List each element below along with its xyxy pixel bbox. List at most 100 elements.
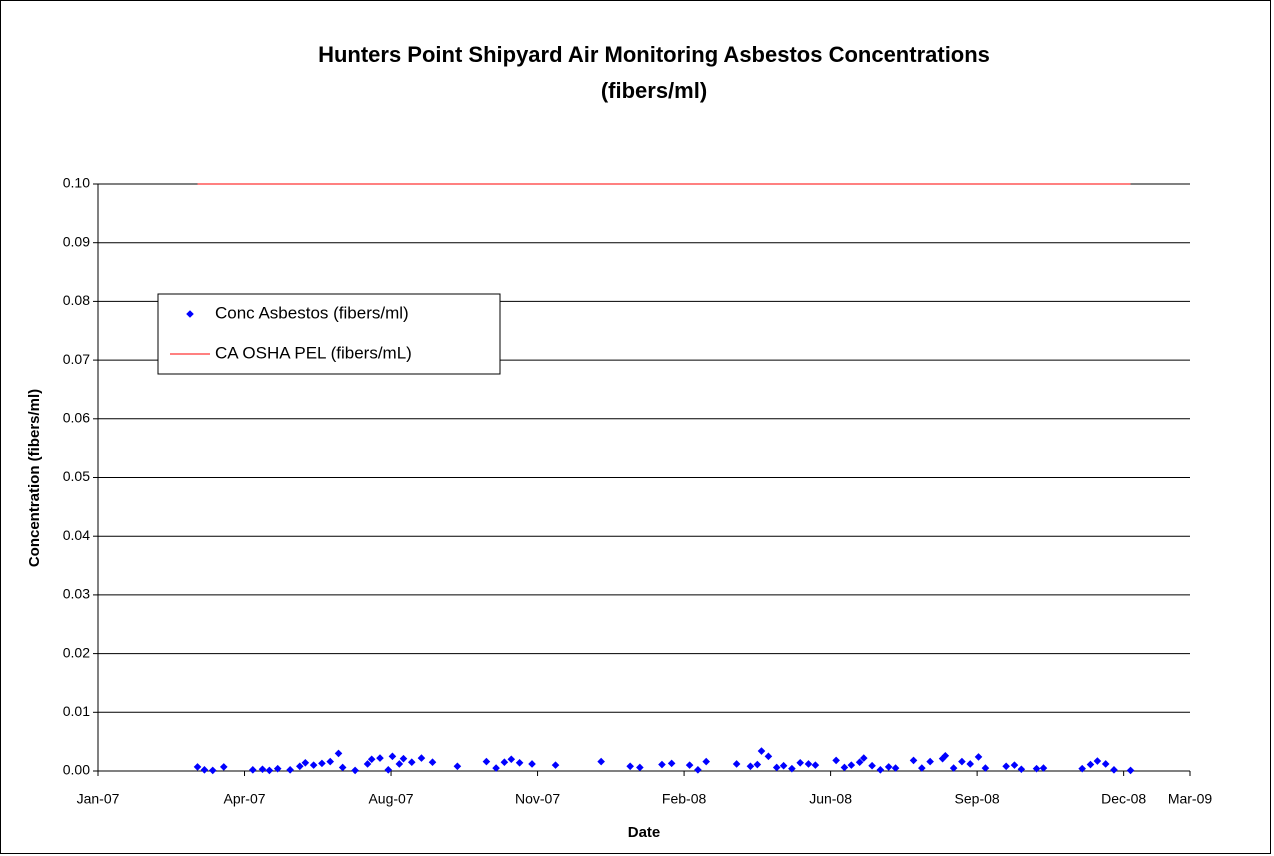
chart-title: Hunters Point Shipyard Air Monitoring As… [318, 42, 990, 67]
data-point [702, 757, 711, 766]
data-point [840, 763, 849, 772]
legend-marker [186, 310, 194, 318]
data-point [388, 752, 397, 761]
data-point [597, 757, 605, 766]
data-point [1086, 760, 1095, 769]
data-point [1126, 766, 1135, 775]
data-point [384, 766, 393, 774]
data-point [258, 765, 267, 774]
data-point [685, 761, 694, 769]
data-point [981, 764, 990, 772]
data-point [855, 758, 864, 766]
data-point [764, 752, 773, 761]
data-point [804, 760, 813, 768]
data-point [891, 764, 900, 772]
data-point [296, 762, 304, 771]
data-point [1002, 762, 1010, 771]
data-point [249, 766, 257, 774]
data-point [811, 761, 820, 769]
y-axis-title: Concentration (fibers/ml) [26, 389, 43, 567]
data-point [779, 761, 788, 770]
data-point [351, 766, 359, 775]
data-point [338, 763, 347, 772]
data-point [417, 754, 426, 762]
data-point [832, 756, 840, 765]
y-tick-label: 0.07 [63, 351, 90, 367]
data-point [941, 751, 950, 760]
data-point [757, 747, 766, 755]
data-point [884, 763, 893, 771]
data-point [909, 756, 918, 765]
data-point [918, 764, 926, 772]
data-point [847, 761, 856, 769]
data-point [265, 766, 274, 775]
data-point [500, 758, 509, 766]
data-point [399, 754, 408, 763]
data-point [492, 764, 500, 772]
data-point [528, 760, 536, 768]
data-point [482, 757, 491, 766]
data-point [949, 764, 958, 772]
data-point [926, 757, 934, 766]
data-point [363, 760, 372, 768]
data-point [428, 758, 437, 766]
y-tick-label: 0.01 [63, 703, 90, 719]
data-point [507, 755, 516, 764]
y-tick-label: 0.08 [63, 292, 90, 308]
data-point [286, 766, 294, 774]
data-point [732, 760, 741, 768]
data-point [788, 764, 796, 773]
x-tick-label: Jan-07 [77, 791, 120, 807]
data-point [1093, 757, 1102, 765]
data-point [1039, 764, 1048, 772]
chart-title: (fibers/ml) [601, 78, 707, 103]
data-point [200, 766, 209, 774]
y-tick-label: 0.06 [63, 410, 90, 426]
data-point [407, 758, 416, 766]
legend-label: Conc Asbestos (fibers/ml) [215, 303, 409, 322]
data-point [1032, 764, 1041, 773]
data-point [453, 762, 462, 771]
x-tick-label: Sep-08 [955, 791, 1000, 807]
data-point [876, 766, 885, 774]
data-point [376, 754, 384, 762]
data-point [958, 757, 966, 766]
x-axis-title: Date [628, 824, 661, 841]
data-point [273, 764, 282, 773]
data-point [395, 760, 404, 768]
data-point [694, 766, 702, 774]
data-point [626, 762, 634, 771]
data-point [636, 763, 644, 772]
legend-box [157, 293, 501, 375]
data-point [301, 758, 310, 767]
data-point [1010, 761, 1019, 769]
data-point [1017, 765, 1026, 774]
y-tick-label: 0.02 [63, 644, 90, 660]
x-tick-label: Jun-08 [809, 791, 852, 807]
data-point [1101, 760, 1110, 768]
data-point [219, 763, 228, 771]
y-tick-label: 0.09 [63, 233, 90, 249]
x-tick-label: Dec-08 [1101, 791, 1146, 807]
data-point [859, 754, 868, 762]
data-point [208, 766, 217, 775]
data-point [1078, 764, 1086, 773]
data-point [551, 761, 560, 769]
data-point [515, 758, 524, 767]
legend-label: CA OSHA PEL (fibers/mL) [215, 343, 412, 362]
data-point [326, 757, 335, 766]
data-point [318, 759, 326, 768]
y-tick-label: 0.00 [63, 762, 90, 778]
data-point [334, 749, 343, 758]
data-point [796, 758, 804, 767]
data-point [868, 761, 876, 770]
y-tick-label: 0.05 [63, 468, 90, 484]
x-tick-label: Mar-09 [1168, 791, 1213, 807]
data-point [746, 762, 755, 771]
data-point [974, 753, 983, 761]
data-point [193, 763, 202, 771]
x-tick-label: Feb-08 [662, 791, 707, 807]
data-point [309, 761, 318, 769]
